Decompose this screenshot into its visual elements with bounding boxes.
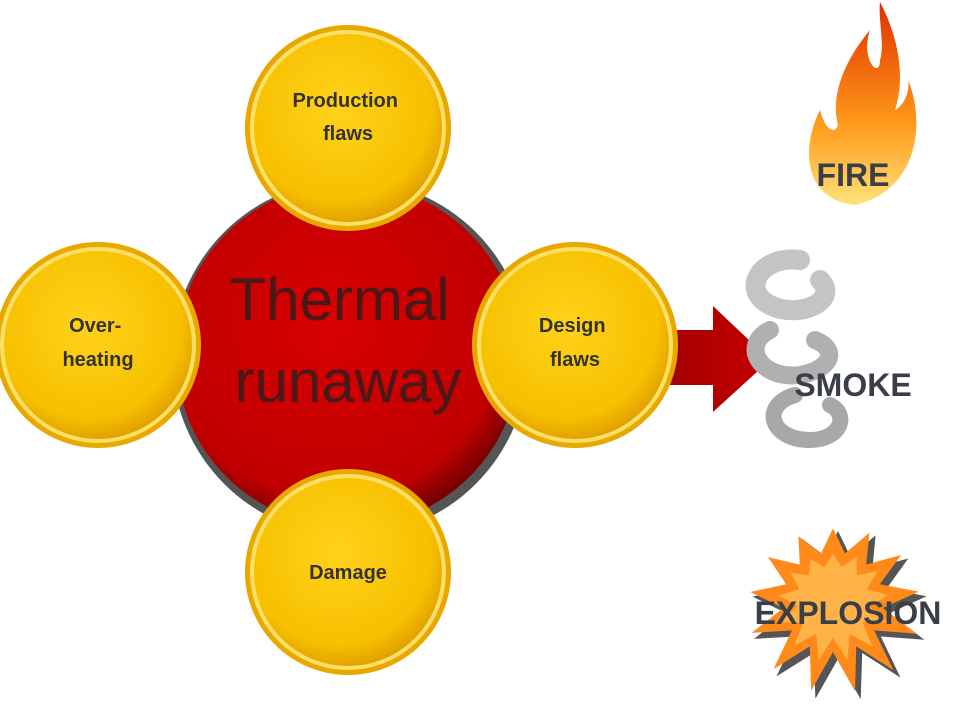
node-right [472, 242, 678, 448]
node-label: Damage [309, 562, 387, 584]
node-line: Production [292, 90, 398, 112]
outcome-label: EXPLOSION [755, 595, 942, 631]
node-left [0, 242, 201, 448]
node-line: flaws [323, 123, 373, 145]
node-line: Damage [309, 562, 387, 584]
page: Thermal runaway Production flaws Over- h… [0, 0, 973, 705]
center-line: Thermal [230, 266, 450, 333]
outcome-label: FIRE [817, 157, 890, 193]
diagram: Thermal runaway Production flaws Over- h… [0, 0, 973, 705]
node-line: Over- [69, 315, 121, 337]
outcome-label: SMOKE [794, 367, 911, 403]
node-line: flaws [550, 349, 600, 371]
node-line: heating [62, 349, 133, 371]
center-line: runaway [235, 348, 462, 415]
node-line: Design [539, 315, 606, 337]
smoke-icon [756, 260, 841, 440]
